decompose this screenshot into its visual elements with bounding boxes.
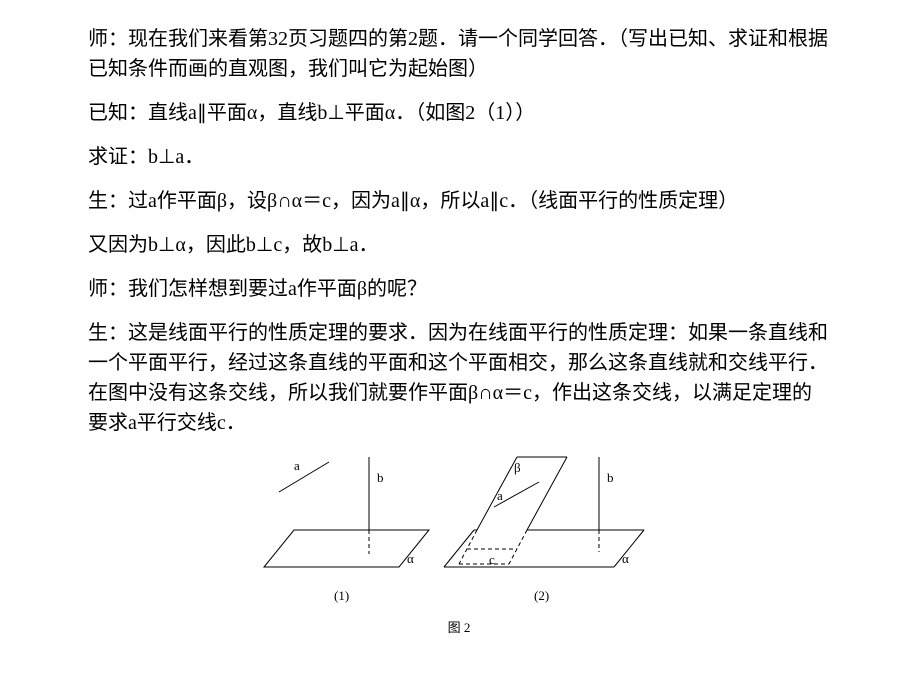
prove-statement: 求证：b⊥a． (88, 142, 830, 172)
geometry-figure: a b α (1) (249, 452, 669, 638)
label-alpha1: α (407, 551, 414, 566)
subfigure-1: a b α (1) (264, 457, 429, 603)
teacher-intro: 师：现在我们来看第32页习题四的第2题．请一个同学回答．（写出已知、求证和根据已… (88, 24, 830, 84)
teacher-question: 师：我们怎样想到要过a作平面β的呢？ (88, 274, 830, 304)
figure-svg: a b α (1) (249, 452, 669, 607)
label-b1: b (377, 470, 384, 485)
given-statement: 已知：直线a∥平面α，直线b⊥平面α．（如图2（1）） (88, 98, 830, 128)
label-b2: b (607, 470, 614, 485)
student-step1: 生：过a作平面β，设β∩α＝c，因为a∥α，所以a∥c．（线面平行的性质定理） (88, 186, 830, 216)
student-explanation: 生：这是线面平行的性质定理的要求．因为在线面平行的性质定理：如果一条直线和一个平… (88, 318, 830, 438)
student-step2: 又因为b⊥α，因此b⊥c，故b⊥a． (88, 230, 830, 260)
figure-caption: 图 2 (249, 618, 669, 638)
label-alpha2: α (622, 551, 629, 566)
label-a2: a (497, 488, 503, 503)
label-beta: β (514, 460, 521, 475)
label-a1: a (294, 458, 300, 473)
figure-container: a b α (1) (88, 452, 830, 641)
label-c: c (489, 552, 495, 567)
subfigure-2: β a b α c (444, 457, 644, 603)
sublabel-1: (1) (334, 588, 349, 603)
sublabel-2: (2) (534, 588, 549, 603)
